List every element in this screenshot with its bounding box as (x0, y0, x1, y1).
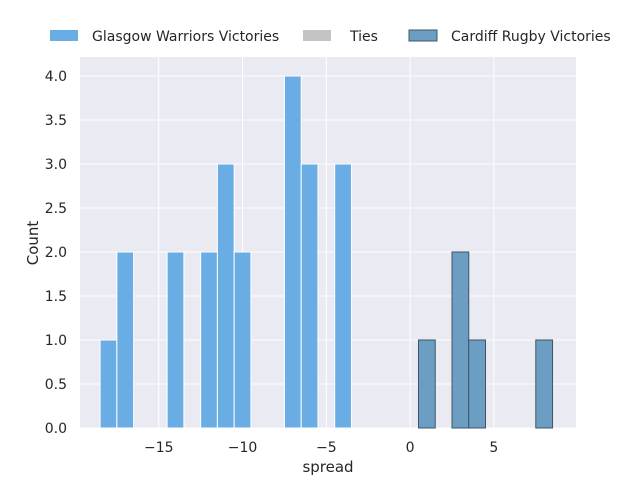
plot-area (80, 57, 576, 428)
x-tick-label: −5 (316, 440, 337, 456)
legend-swatch-glasgow (50, 30, 78, 41)
legend-label-glasgow: Glasgow Warriors Victories (92, 29, 279, 45)
x-tick-label: 5 (489, 440, 498, 456)
y-tick-label: 0.0 (45, 421, 67, 437)
histogram-bar-glasgow (334, 163, 352, 429)
histogram-bar-glasgow (233, 251, 252, 429)
legend-label-ties: Ties (349, 29, 378, 45)
y-tick-label: 1.5 (45, 289, 67, 305)
legend-label-cardiff: Cardiff Rugby Victories (451, 29, 611, 45)
x-axis-label: spread (302, 458, 353, 476)
bars (99, 75, 554, 429)
histogram-bar-glasgow (283, 75, 302, 429)
y-tick-label: 3.5 (45, 113, 67, 129)
y-tick-label: 4.0 (45, 69, 67, 85)
histogram-bar-cardiff (535, 339, 554, 429)
histogram-bar-glasgow (116, 251, 135, 429)
legend: Glasgow Warriors Victories Ties Cardiff … (50, 29, 611, 45)
y-tick-label: 2.0 (45, 245, 67, 261)
histogram-bar-cardiff (417, 339, 436, 429)
y-tick-label: 2.5 (45, 201, 67, 217)
y-tick-label: 1.0 (45, 333, 67, 349)
legend-swatch-cardiff (408, 29, 438, 42)
x-tick-label: −10 (228, 440, 258, 456)
histogram-bar-cardiff (468, 339, 487, 429)
histogram-bar-glasgow (99, 339, 118, 429)
x-tick-label: 0 (406, 440, 415, 456)
histogram-bar-glasgow (166, 251, 185, 429)
histogram-bar-glasgow (216, 163, 235, 429)
histogram-bar-cardiff (451, 251, 470, 429)
y-tick-label: 3.0 (45, 157, 67, 173)
x-axis-ticks: −15 −10 −5 0 5 (144, 440, 498, 456)
histogram-bar-glasgow (200, 251, 218, 429)
legend-swatch-ties (303, 30, 331, 41)
grid-lines (80, 57, 576, 429)
histogram-bar-glasgow (300, 163, 319, 429)
y-axis-label: Count (24, 221, 42, 266)
y-tick-label: 0.5 (45, 377, 67, 393)
x-tick-label: −15 (144, 440, 174, 456)
y-axis-ticks: 0.0 0.5 1.0 1.5 2.0 2.5 3.0 3.5 4.0 (45, 69, 67, 437)
